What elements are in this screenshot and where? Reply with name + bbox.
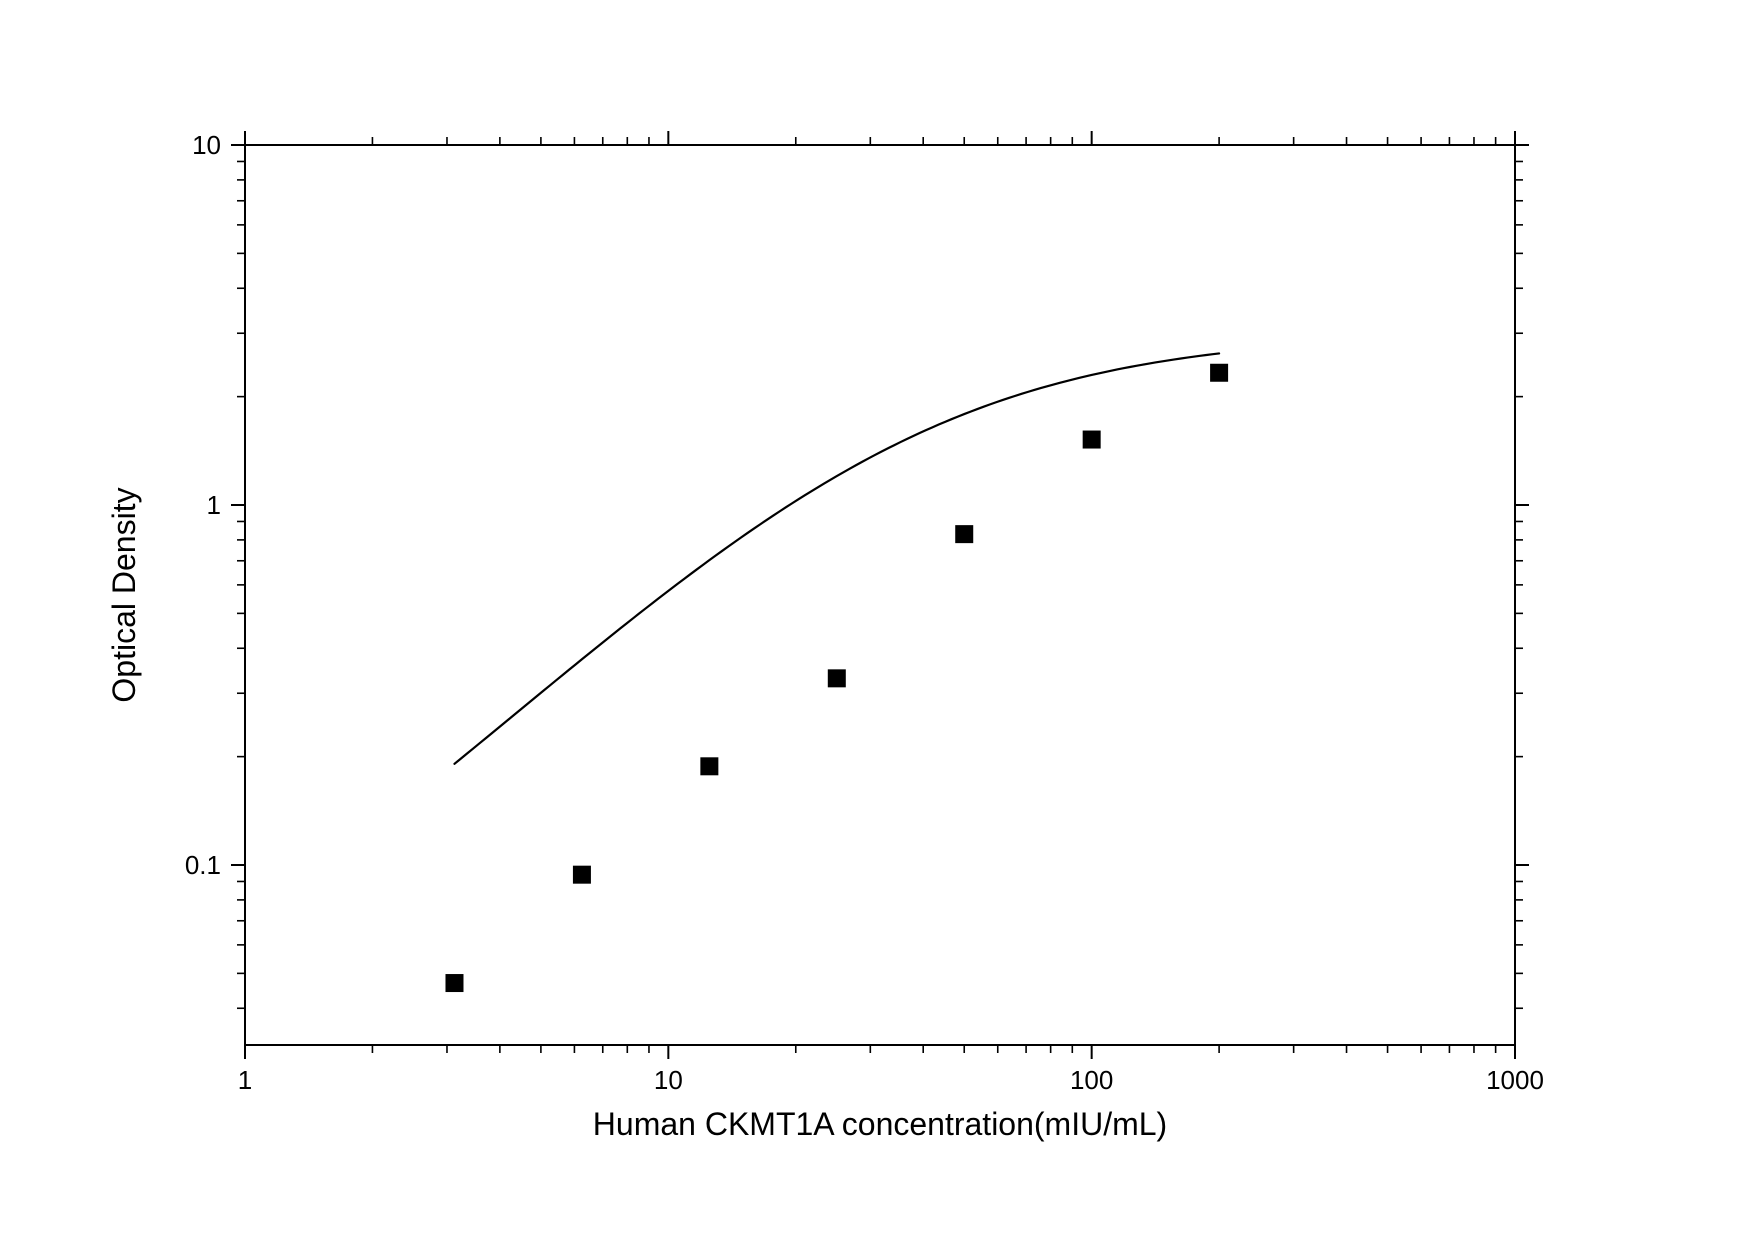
data-marker [1210,364,1228,382]
data-marker [573,866,591,884]
data-marker [700,757,718,775]
x-tick-label: 100 [1070,1065,1113,1095]
y-tick-label: 0.1 [185,850,221,880]
y-axis-label: Optical Density [106,487,142,702]
chart-background [0,0,1755,1240]
x-tick-label: 1 [238,1065,252,1095]
data-marker [1083,431,1101,449]
data-marker [828,669,846,687]
x-tick-label: 10 [654,1065,683,1095]
data-marker [445,974,463,992]
data-marker [955,525,973,543]
chart-svg: 1 10 100 1000 0.1 1 10 Human CKMT1A concentrati… [0,0,1755,1240]
y-tick-label: 10 [192,130,221,160]
x-axis-label: Human CKMT1A concentration(mIU/mL) [593,1106,1167,1142]
x-tick-label: 1000 [1486,1065,1544,1095]
chart-container: 1 10 100 1000 0.1 1 10 Human CKMT1A concentrati… [0,0,1755,1240]
y-tick-label: 1 [207,490,221,520]
